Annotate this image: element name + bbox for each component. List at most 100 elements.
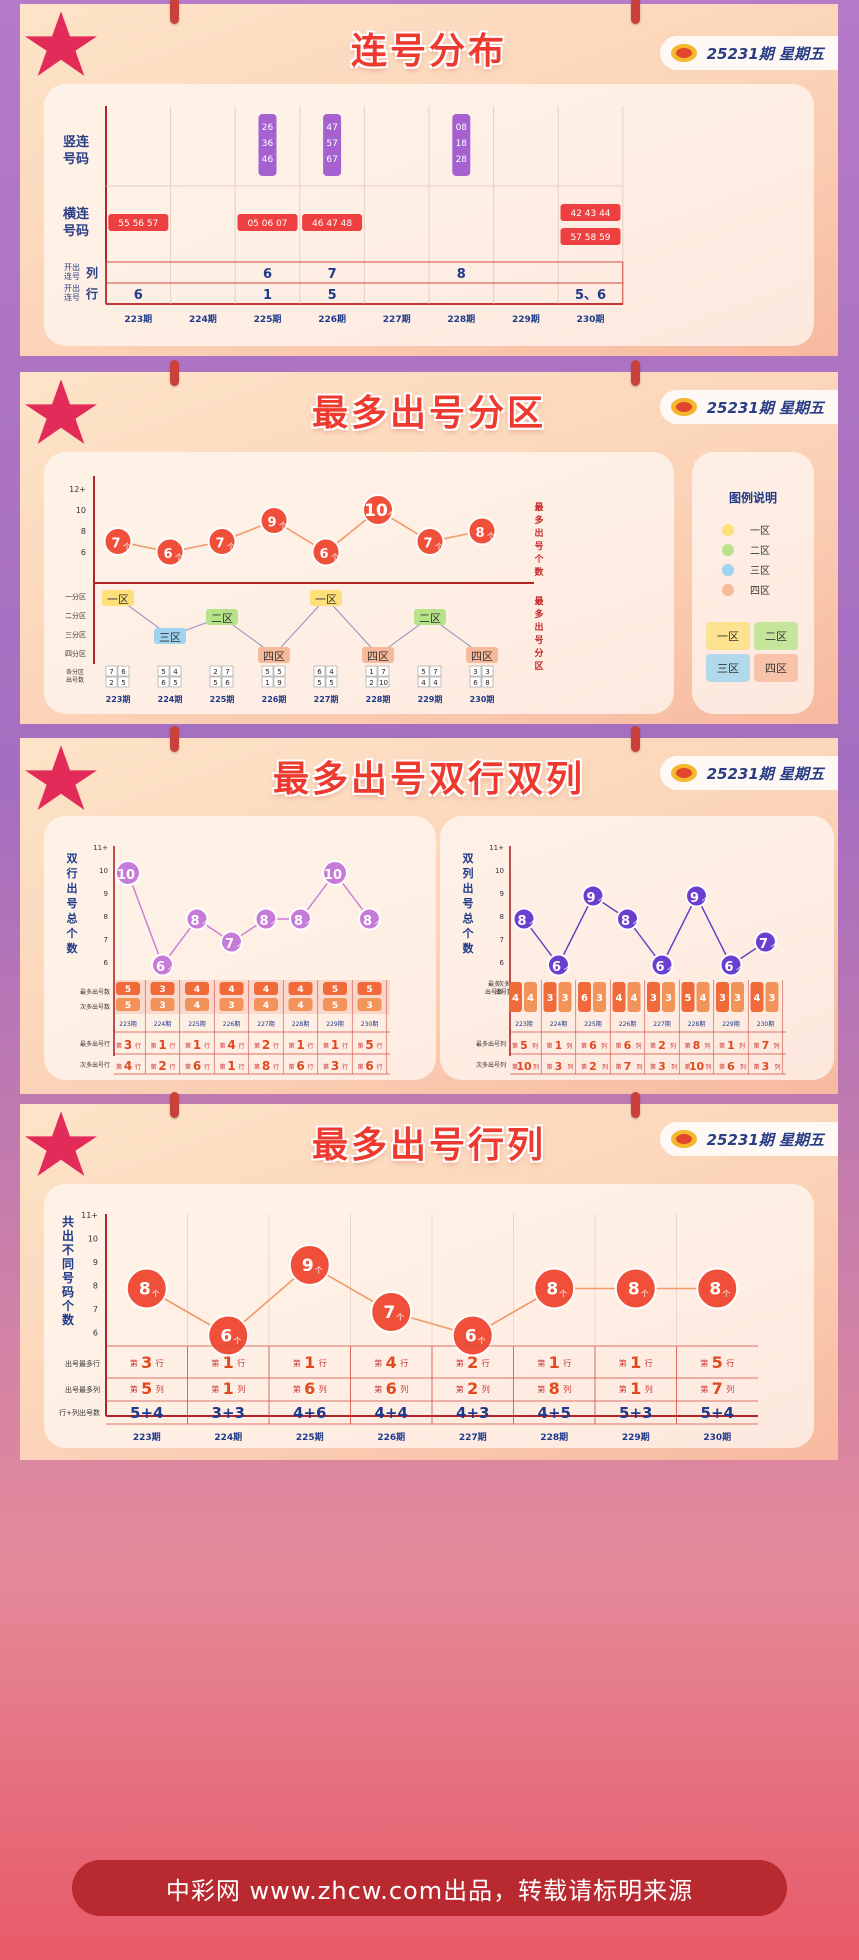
x-tick-label: 229期 bbox=[326, 1020, 343, 1028]
zone-label: 一区 bbox=[107, 593, 129, 606]
zone-axis-title-char: 号 bbox=[534, 635, 543, 646]
y-tick-label: 8 bbox=[500, 913, 504, 921]
pair-count-value: 4 bbox=[754, 993, 761, 1004]
pair-count-value: 3 bbox=[734, 993, 741, 1004]
consecutive-column-count: 8 bbox=[457, 267, 466, 282]
second-row-value: 4 bbox=[124, 1059, 132, 1073]
row-prefix: 第 bbox=[288, 1042, 294, 1050]
rowcol-sum-value: 4+4 bbox=[375, 1404, 408, 1422]
horizontal-consecutive-bar bbox=[237, 214, 298, 231]
legend-label: 四区 bbox=[750, 585, 770, 597]
row-suffix: 列 bbox=[706, 1063, 712, 1071]
row-prefix: 第 bbox=[254, 1042, 260, 1050]
zone-tick-label: 二分区 bbox=[65, 611, 86, 620]
vertical-number: 67 bbox=[326, 155, 337, 165]
legend-label: 三区 bbox=[750, 565, 770, 577]
zone-tick-label: 四分区 bbox=[65, 649, 86, 658]
legend-sample-box bbox=[754, 654, 798, 682]
zone-box bbox=[102, 590, 134, 606]
zone-count-cell bbox=[169, 676, 182, 688]
count-cell bbox=[357, 982, 382, 995]
data-point-unit: 个 bbox=[233, 1337, 241, 1346]
zone-count-cell bbox=[417, 665, 430, 677]
data-point-unit: 个 bbox=[633, 920, 641, 929]
count-cell bbox=[524, 982, 537, 1012]
max-count-value: 5 bbox=[125, 985, 131, 995]
zone-count-cell bbox=[261, 665, 274, 677]
row-prefix: 第 bbox=[323, 1063, 329, 1071]
row-prefix: 第 bbox=[456, 1384, 464, 1394]
x-tick-label: 227期 bbox=[459, 1431, 487, 1443]
data-point-unit: 个 bbox=[564, 966, 572, 975]
x-tick-label: 229期 bbox=[418, 694, 443, 704]
row-label: 行+列出号数 bbox=[59, 1408, 100, 1417]
y-axis-title-char: 出 bbox=[534, 527, 543, 539]
y-tick-label: 11+ bbox=[93, 844, 108, 852]
panel-title: 最多出号分区 bbox=[311, 393, 546, 434]
y-tick-label: 6 bbox=[81, 548, 86, 557]
zone-count-value: 10 bbox=[379, 679, 388, 687]
zone-axis-title-char: 分 bbox=[534, 647, 543, 659]
panel-consecutive: 连号分布 25231期 星期五 竖连 号码 横连 号码 开出 连号列开出 连号行 55 56 … bbox=[20, 0, 838, 356]
y-axis-title-char: 数 bbox=[463, 941, 475, 955]
row-prefix: 第 bbox=[219, 1042, 225, 1050]
panel-title: 最多出号行列 bbox=[311, 1125, 546, 1166]
zone-count-value: 1 bbox=[265, 679, 269, 687]
row-label: 出号最多列 bbox=[65, 1385, 100, 1394]
second-row-value: 3 bbox=[331, 1059, 339, 1073]
y-axis-title-char: 出 bbox=[463, 881, 474, 895]
max-col-value: 6 bbox=[624, 1039, 632, 1052]
row-prefix: 第 bbox=[357, 1063, 363, 1071]
x-tick-label: 230期 bbox=[757, 1020, 774, 1028]
count-cell bbox=[219, 998, 244, 1011]
row-suffix: 行 bbox=[135, 1042, 141, 1050]
y-axis-title-char: 同 bbox=[62, 1257, 74, 1271]
data-point-circle bbox=[155, 537, 185, 567]
zone-count-value: 6 bbox=[121, 668, 126, 676]
x-tick-label: 224期 bbox=[158, 694, 183, 704]
row-prefix: 第 bbox=[211, 1358, 219, 1368]
data-point-value: 8 bbox=[190, 914, 199, 929]
row-label-col-count: 连号 bbox=[64, 271, 80, 281]
side-label: 次多 bbox=[498, 980, 510, 988]
data-point-value: 8 bbox=[294, 914, 303, 929]
row-suffix: 列 bbox=[602, 1063, 608, 1071]
zone-count-cell bbox=[157, 665, 170, 677]
x-tick-label: 223期 bbox=[124, 313, 152, 325]
row-prefix: 第 bbox=[254, 1063, 260, 1071]
consecutive-column-count: 7 bbox=[328, 267, 337, 282]
row-prefix: 第 bbox=[546, 1063, 552, 1071]
data-point-value: 8 bbox=[628, 1280, 640, 1300]
zone-count-value: 7 bbox=[381, 668, 385, 676]
x-tick-label: 227期 bbox=[257, 1020, 274, 1028]
data-point-unit: 个 bbox=[771, 943, 779, 952]
zone-tick-label: 一分区 bbox=[65, 592, 86, 601]
x-tick-label: 228期 bbox=[366, 694, 391, 704]
row-suffix: 行 bbox=[239, 1042, 245, 1050]
data-point-circle bbox=[370, 1291, 413, 1333]
row-suffix: 行 bbox=[482, 1358, 490, 1368]
x-tick-label: 226期 bbox=[619, 1020, 636, 1028]
row-suffix: 列 bbox=[601, 1042, 607, 1050]
max-row-value: 5 bbox=[365, 1038, 373, 1052]
data-point-circle bbox=[547, 953, 570, 977]
max-row-value: 1 bbox=[630, 1353, 641, 1372]
pair-count-value: 4 bbox=[616, 993, 623, 1004]
count-cell bbox=[219, 982, 244, 995]
data-point-unit: 个 bbox=[175, 553, 183, 562]
hanger-pin bbox=[170, 1092, 179, 1118]
pair-count-value: 6 bbox=[581, 993, 588, 1004]
data-point-circle bbox=[322, 860, 348, 886]
x-tick-label: 226期 bbox=[318, 313, 346, 325]
zone-label: 二区 bbox=[211, 612, 233, 625]
y-tick-label: 10 bbox=[495, 867, 504, 875]
zone-count-value: 5 bbox=[173, 679, 177, 687]
legend-sample-label: 四区 bbox=[765, 662, 787, 675]
